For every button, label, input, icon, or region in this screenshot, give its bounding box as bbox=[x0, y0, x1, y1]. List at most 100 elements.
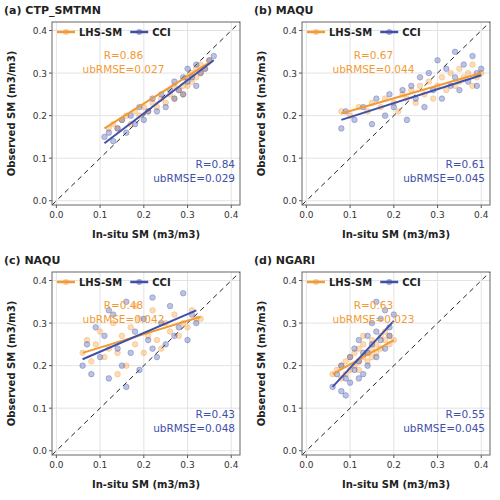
grid-line bbox=[52, 115, 240, 116]
point bbox=[167, 303, 173, 309]
x-tick-label: 0.3 bbox=[430, 460, 444, 470]
point bbox=[115, 126, 121, 132]
point bbox=[365, 363, 371, 369]
legend-swatch-point bbox=[386, 29, 392, 35]
legend: LHS-SMCCI bbox=[307, 277, 421, 288]
x-tick-label: 0.0 bbox=[299, 210, 314, 220]
grid-line bbox=[52, 450, 240, 451]
point bbox=[382, 113, 388, 119]
point bbox=[119, 333, 125, 339]
x-axis-label: In-situ SM (m3/m3) bbox=[342, 229, 450, 240]
point bbox=[89, 371, 95, 377]
x-tick-label: 0.0 bbox=[299, 460, 314, 470]
stat-annotation: R=0.43 bbox=[196, 408, 235, 420]
stat-annotation: R=0.48 bbox=[104, 299, 143, 311]
point bbox=[180, 290, 186, 296]
point bbox=[478, 66, 484, 72]
plot-area bbox=[302, 272, 490, 455]
y-axis-label: Observed SM (m3/m3) bbox=[6, 51, 17, 176]
x-tick-label: 0.1 bbox=[343, 210, 357, 220]
point bbox=[374, 329, 380, 335]
fit-line bbox=[341, 75, 481, 120]
grid-line bbox=[393, 272, 394, 455]
point bbox=[154, 109, 160, 115]
point bbox=[163, 342, 169, 348]
point bbox=[106, 130, 112, 136]
legend-swatch-point bbox=[313, 29, 319, 35]
legend-item: LHS-SM bbox=[57, 277, 122, 288]
grid-line bbox=[306, 22, 307, 205]
series-points bbox=[80, 290, 199, 389]
stat-annotation: R=0.55 bbox=[446, 408, 485, 420]
grid-line bbox=[302, 365, 490, 366]
point bbox=[176, 325, 182, 331]
x-tick-label: 0.3 bbox=[180, 210, 194, 220]
y-tick-label: 0.2 bbox=[283, 361, 297, 371]
point bbox=[356, 337, 362, 343]
stat-annotation: ubRMSE=0.045 bbox=[403, 172, 485, 184]
point bbox=[180, 92, 186, 98]
point bbox=[391, 104, 397, 110]
point bbox=[185, 66, 191, 72]
x-tick-label: 0.2 bbox=[137, 210, 151, 220]
y-tick-label: 0.3 bbox=[283, 69, 297, 79]
plot-frame bbox=[52, 22, 240, 205]
x-tick-label: 0.3 bbox=[180, 460, 194, 470]
point bbox=[343, 393, 349, 399]
point bbox=[150, 295, 156, 301]
point bbox=[347, 354, 353, 360]
legend-item: CCI bbox=[130, 277, 170, 288]
x-tick-label: 0.4 bbox=[474, 210, 489, 220]
y-tick-label: 0.0 bbox=[283, 446, 298, 456]
legend-label: LHS-SM bbox=[79, 27, 122, 38]
fit-line bbox=[333, 321, 394, 387]
point bbox=[339, 388, 345, 394]
y-tick-label: 0.2 bbox=[283, 111, 297, 121]
plot-frame bbox=[52, 272, 240, 455]
x-tick-label: 0.4 bbox=[474, 460, 489, 470]
grid-line bbox=[302, 450, 490, 451]
plot-area bbox=[52, 22, 240, 205]
y-tick-label: 0.4 bbox=[33, 26, 48, 36]
point bbox=[360, 342, 366, 348]
x-tick-label: 0.4 bbox=[224, 460, 239, 470]
point bbox=[474, 83, 480, 89]
fit-line bbox=[341, 73, 481, 113]
point bbox=[172, 312, 178, 318]
point bbox=[422, 104, 428, 110]
legend-swatch-point bbox=[386, 279, 392, 285]
plot-background bbox=[302, 272, 490, 455]
stat-annotation: ubRMSE=0.027 bbox=[83, 63, 165, 75]
point bbox=[185, 325, 191, 331]
point bbox=[163, 104, 169, 110]
x-tick-label: 0.1 bbox=[93, 460, 107, 470]
stat-annotation: R=0.67 bbox=[354, 49, 393, 61]
grid-line bbox=[143, 272, 144, 455]
y-tick-label: 0.0 bbox=[283, 196, 298, 206]
point bbox=[387, 333, 393, 339]
stat-annotation: R=0.61 bbox=[446, 158, 485, 170]
point bbox=[356, 376, 362, 382]
panel-title: (d) NGARI bbox=[254, 254, 315, 267]
point bbox=[167, 329, 173, 335]
point bbox=[97, 354, 103, 360]
point bbox=[452, 49, 458, 55]
grid-line bbox=[56, 22, 57, 205]
point bbox=[343, 359, 349, 365]
point bbox=[360, 371, 366, 377]
point bbox=[84, 342, 90, 348]
y-axis-label: Observed SM (m3/m3) bbox=[256, 301, 267, 426]
x-tick-label: 0.4 bbox=[224, 210, 239, 220]
x-tick-label: 0.0 bbox=[49, 460, 64, 470]
point bbox=[159, 346, 165, 352]
point bbox=[115, 346, 121, 352]
point bbox=[369, 121, 375, 127]
point bbox=[448, 70, 454, 76]
x-tick-label: 0.2 bbox=[137, 460, 151, 470]
point bbox=[124, 384, 130, 390]
legend-swatch-point bbox=[136, 29, 142, 35]
point bbox=[193, 83, 199, 89]
y-tick-label: 0.3 bbox=[33, 69, 47, 79]
point bbox=[150, 346, 156, 352]
point bbox=[172, 333, 178, 339]
